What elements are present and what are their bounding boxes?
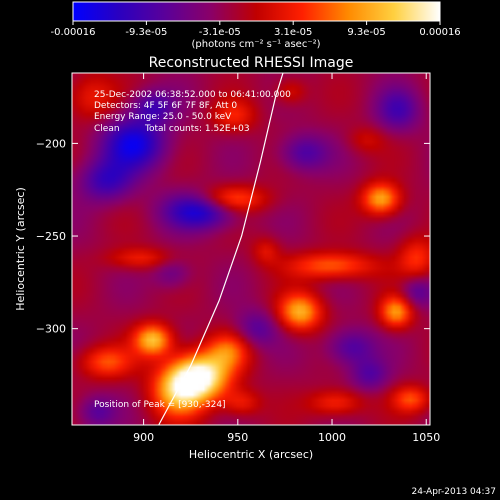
heatmap-image — [72, 73, 430, 425]
y-tick-label: −250 — [36, 230, 66, 243]
colorbar-tick-label: 9.3e-05 — [347, 27, 385, 38]
y-axis: −200 −250 −300 — [36, 137, 430, 336]
x-tick-label: 950 — [227, 431, 248, 444]
colorbar-tick-label: -3.1e-05 — [199, 27, 241, 38]
y-tick-label: −300 — [36, 323, 66, 336]
colorbar-tick-label: -9.3e-05 — [125, 27, 167, 38]
annotation-detectors: Detectors: 4F 5F 6F 7F 8F, Att 0 — [94, 101, 237, 111]
x-tick-label: 1050 — [412, 431, 440, 444]
x-axis-label: Heliocentric X (arcsec) — [189, 448, 313, 461]
colorbar: -0.00016 -9.3e-05 -3.1e-05 3.1e-05 9.3e-… — [51, 1, 461, 50]
x-tick-label: 1000 — [318, 431, 346, 444]
y-tick-label: −200 — [36, 137, 66, 150]
colorbar-tick-label: 3.1e-05 — [274, 27, 312, 38]
colorbar-units: (photons cm⁻² s⁻¹ asec⁻²) — [191, 39, 320, 50]
annotation-block: 25-Dec-2002 06:38:52.000 to 06:41:00.000… — [94, 90, 291, 134]
peak-position-label: Position of Peak = [930,-324] — [94, 400, 226, 410]
colorbar-tick-label: -0.00016 — [51, 27, 96, 38]
annotation-energy: Energy Range: 25.0 - 50.0 keV — [94, 112, 232, 122]
y-axis-label: Heliocentric Y (arcsec) — [14, 187, 27, 311]
chart-title: Reconstructed RHESSI Image — [149, 55, 354, 71]
annotation-method: Clean — [94, 124, 120, 134]
annotation-time: 25-Dec-2002 06:38:52.000 to 06:41:00.000 — [94, 90, 291, 100]
plot-frame — [71, 72, 431, 426]
x-tick-label: 900 — [133, 431, 154, 444]
colorbar-gradient — [72, 1, 441, 22]
annotation-counts: Total counts: 1.52E+03 — [144, 124, 250, 134]
solar-limb-curve — [158, 73, 284, 425]
footer-timestamp: 24-Apr-2013 04:37 — [412, 487, 496, 497]
colorbar-tick-label: 0.00016 — [419, 27, 460, 38]
x-axis: 900 950 1000 1050 — [133, 73, 440, 444]
